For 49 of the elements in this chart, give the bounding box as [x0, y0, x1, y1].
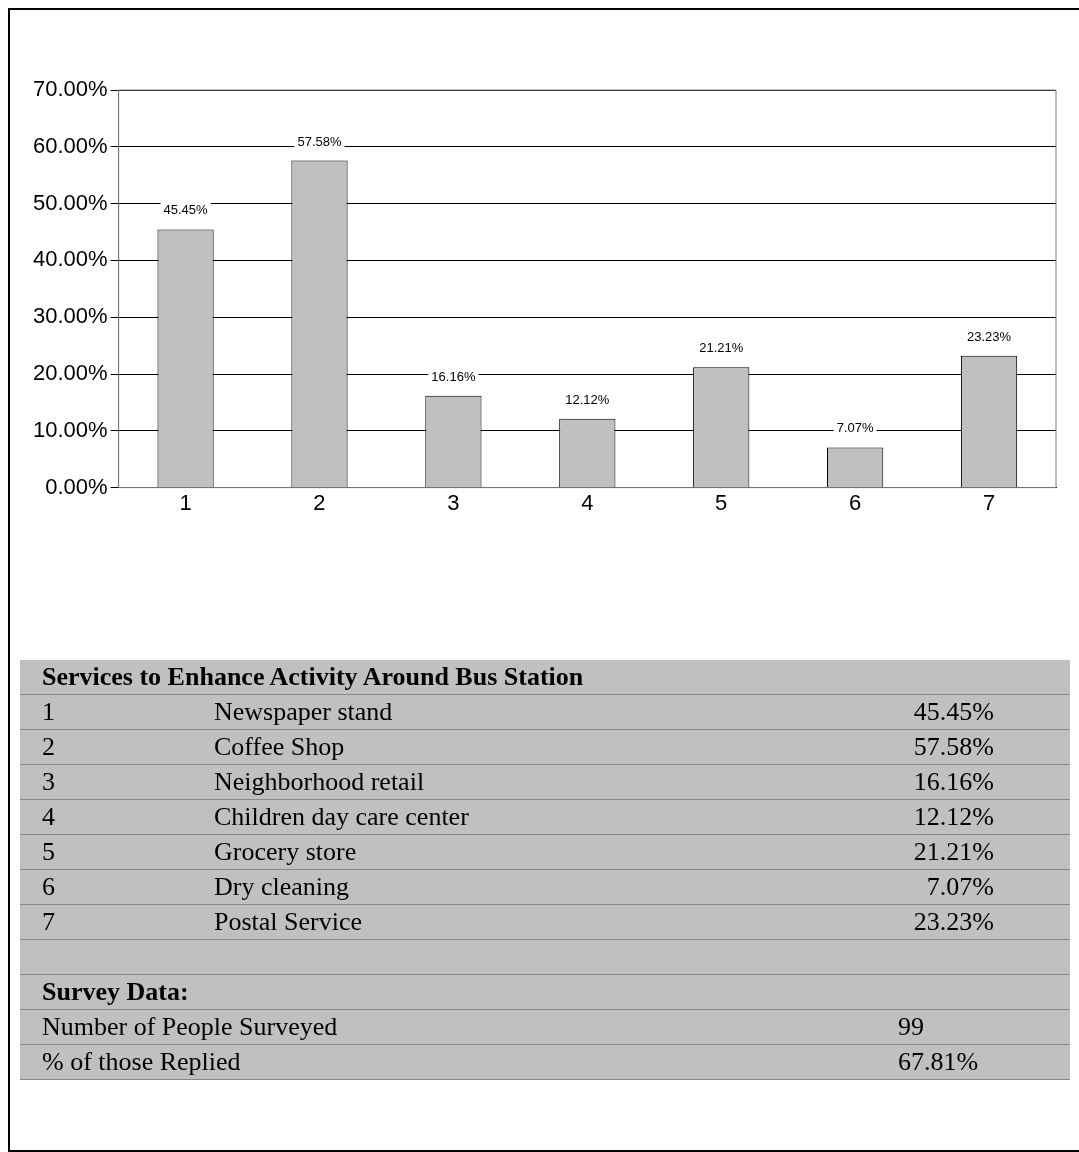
text: 57.58%: [913, 732, 994, 761]
x-tick-label: 6: [849, 489, 862, 515]
x-tick-label: 7: [982, 489, 996, 515]
text: Grocery store: [214, 837, 358, 867]
x-tick-label: 3: [447, 489, 460, 515]
category-label: 2: [42, 732, 55, 761]
text: Coffee Shop: [214, 732, 346, 762]
x-tick-label: 2: [313, 489, 326, 515]
text: 12.12%: [913, 802, 994, 831]
text: Newspaper stand: [214, 697, 394, 727]
text: 45.45%: [913, 697, 994, 726]
data-label: 21.21%: [699, 340, 744, 356]
text: Survey Data:: [20, 975, 1070, 1010]
text: 16.16%: [913, 767, 994, 796]
category-label: 1: [42, 697, 55, 726]
x-tick-label: 1: [179, 489, 192, 515]
data-label: 7.07%: [836, 420, 874, 436]
data-label: 12.12%: [565, 391, 610, 407]
text: 99: [898, 1012, 925, 1042]
x-tick-label: 4: [581, 489, 594, 515]
text: 7.07%: [926, 872, 994, 901]
y-tick-label: 10.00%: [32, 416, 108, 442]
data-label: 45.45%: [163, 202, 209, 218]
category-label: 3: [42, 767, 55, 796]
data-label: 57.58%: [297, 133, 342, 149]
y-tick-label: 70.00%: [32, 76, 108, 102]
y-tick-label: 60.00%: [32, 132, 108, 158]
text: Dry cleaning: [214, 872, 350, 902]
text: 23.23%: [913, 907, 994, 936]
x-tick-label: 5: [715, 489, 728, 515]
y-tick-label: 0.00%: [45, 473, 108, 499]
category-label: 5: [42, 837, 55, 866]
text: Number of People Surveyed: [42, 1012, 339, 1042]
y-tick-label: 20.00%: [32, 360, 108, 386]
y-tick-label: 50.00%: [32, 189, 108, 215]
category-label: 7: [42, 907, 55, 936]
text: % of those Replied: [42, 1047, 242, 1077]
text: Services to Enhance Activity Around Bus Station: [20, 660, 1070, 695]
text: 21.21%: [913, 837, 994, 866]
text: Children day care center: [214, 802, 470, 832]
data-label: 16.16%: [431, 368, 476, 384]
text: Postal Service: [214, 907, 364, 937]
data-label: 23.23%: [967, 328, 1012, 344]
category-label: 6: [42, 872, 55, 901]
y-tick-label: 30.00%: [32, 303, 108, 329]
category-label: 4: [42, 802, 55, 831]
text: Neighborhood retail: [214, 767, 426, 797]
text: 67.81%: [898, 1047, 980, 1077]
y-tick-label: 40.00%: [32, 246, 108, 272]
